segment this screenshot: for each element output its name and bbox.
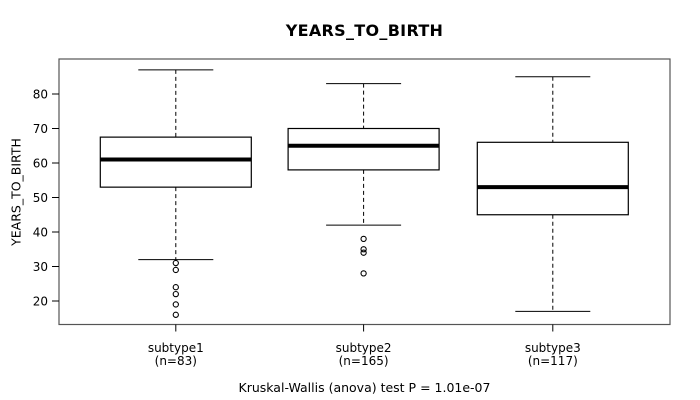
y-tick-label: 70 [33, 122, 48, 136]
iqr-box [476, 141, 629, 216]
kruskal-wallis-caption: Kruskal-Wallis (anova) test P = 1.01e-07 [238, 380, 491, 395]
x-tick-label: subtype2 [336, 341, 392, 355]
y-tick-label: 30 [33, 260, 48, 274]
outlier-point [360, 246, 367, 253]
outlier-point [172, 311, 179, 318]
outlier-point [172, 266, 179, 274]
outlier-point [360, 270, 367, 277]
x-tick-sublabel: (n=83) [155, 354, 197, 368]
plot-frame [58, 58, 671, 326]
iqr-box [99, 136, 252, 188]
y-tick-label: 40 [33, 226, 48, 240]
x-tick-label: subtype1 [148, 341, 204, 355]
x-tick-label: subtype3 [525, 341, 581, 355]
chart-title: YEARS_TO_BIRTH [285, 21, 444, 40]
y-tick-label: 80 [33, 88, 48, 102]
outlier-point [172, 290, 179, 298]
y-tick-label: 50 [33, 191, 48, 205]
box-group-subtype3: subtype3(n=117) [476, 76, 629, 368]
box-group-subtype1: subtype1(n=83) [99, 69, 252, 368]
iqr-box [287, 127, 440, 171]
outlier-point [172, 284, 179, 291]
box-group-subtype2: subtype2(n=165) [287, 83, 440, 368]
x-tick-sublabel: (n=165) [339, 354, 389, 368]
outlier-point [360, 249, 367, 256]
y-tick-label: 60 [33, 157, 48, 171]
outlier-point [172, 259, 179, 267]
y-tick-label: 20 [33, 295, 48, 309]
x-tick-sublabel: (n=117) [528, 354, 578, 368]
outlier-point [172, 301, 179, 308]
outlier-point [360, 235, 367, 243]
